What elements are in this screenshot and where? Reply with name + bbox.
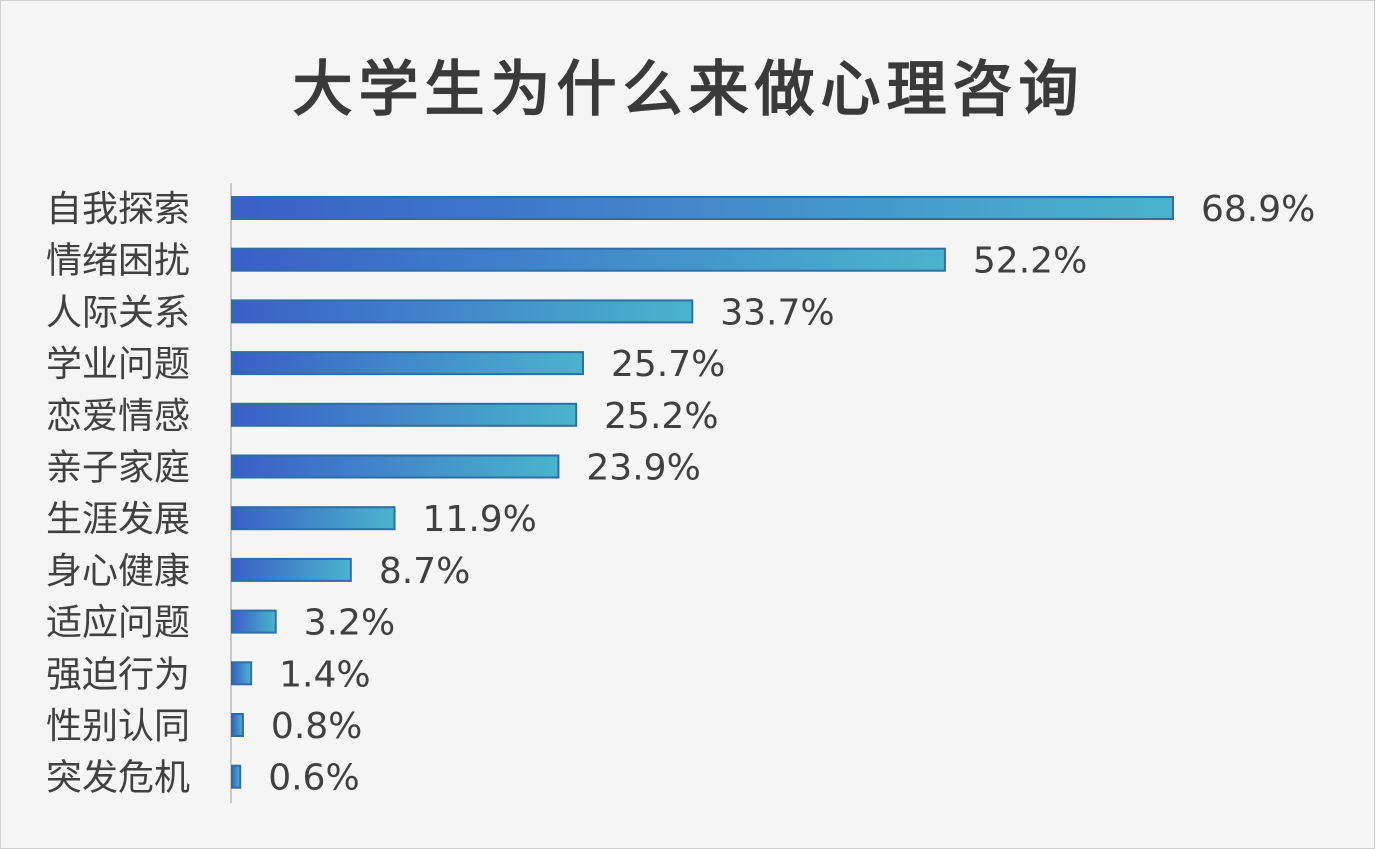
- bar: [231, 247, 946, 272]
- bar: [231, 351, 584, 376]
- category-label: 适应问题: [46, 603, 190, 644]
- category-label: 性别认同: [46, 706, 190, 747]
- category-label: 人际关系: [46, 292, 190, 333]
- bar: [231, 454, 560, 479]
- bar: [231, 506, 396, 531]
- category-label: 情绪困扰: [46, 241, 190, 282]
- category-label: 自我探索: [46, 189, 190, 230]
- value-label: 8.7%: [379, 551, 470, 592]
- value-label: 52.2%: [973, 241, 1087, 282]
- value-label: 11.9%: [423, 499, 537, 540]
- value-label: 33.7%: [720, 292, 834, 333]
- value-label: 25.7%: [611, 344, 725, 385]
- bar: [231, 661, 253, 686]
- category-label: 突发危机: [46, 758, 190, 799]
- value-label: 1.4%: [279, 654, 370, 695]
- category-label: 生涯发展: [46, 499, 190, 540]
- value-label: 0.6%: [268, 758, 359, 799]
- bar: [231, 402, 578, 427]
- bar: [231, 196, 1174, 220]
- category-label: 亲子家庭: [46, 448, 190, 489]
- value-label: 23.9%: [586, 448, 700, 489]
- category-label: 恋爱情感: [46, 396, 190, 437]
- category-label: 强迫行为: [46, 654, 190, 695]
- bar: [231, 557, 352, 582]
- bar: [231, 609, 277, 634]
- value-label: 0.8%: [271, 706, 362, 747]
- value-label: 25.2%: [604, 396, 718, 437]
- category-label: 身心健康: [46, 551, 190, 592]
- value-label: 3.2%: [304, 603, 395, 644]
- chart-title: 大学生为什么来做心理咨询: [292, 55, 1085, 125]
- bar: [231, 299, 694, 324]
- category-label: 学业问题: [46, 344, 190, 385]
- bar: [231, 713, 244, 737]
- bar: [231, 764, 242, 789]
- value-label: 68.9%: [1201, 189, 1315, 230]
